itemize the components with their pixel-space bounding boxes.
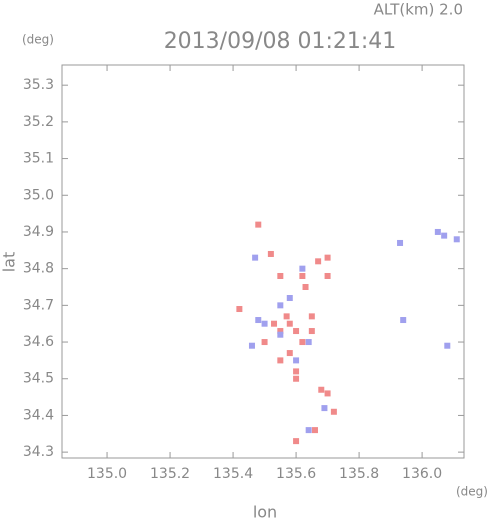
- echo-point: [255, 221, 262, 228]
- echo-point: [321, 405, 328, 412]
- echo-point: [324, 390, 331, 397]
- y-tick-label: 34.6: [23, 334, 54, 350]
- echo-point: [453, 236, 460, 243]
- echo-point: [286, 350, 293, 357]
- echo-point: [444, 342, 451, 349]
- echo-point: [299, 339, 306, 346]
- echo-point: [293, 357, 300, 364]
- echo-point: [277, 331, 284, 338]
- echo-point: [293, 438, 300, 445]
- echo-point: [299, 265, 306, 272]
- y-tick-label: 35.3: [23, 77, 54, 93]
- y-tick-label: 34.9: [23, 224, 54, 240]
- x-tick-label: 135.4: [213, 466, 253, 482]
- y-tick-label: 34.7: [23, 297, 54, 313]
- y-tick-label: 35.1: [23, 151, 54, 167]
- x-tick-label: 135.8: [339, 466, 379, 482]
- echo-point: [324, 272, 331, 279]
- echo-point: [267, 250, 274, 257]
- echo-point: [400, 317, 407, 324]
- echo-point: [236, 306, 243, 313]
- y-unit: (deg): [22, 33, 54, 47]
- chart-title: 2013/09/08 01:21:41: [164, 29, 397, 54]
- echo-point: [434, 228, 441, 235]
- echo-point: [293, 368, 300, 375]
- echo-point: [397, 239, 404, 246]
- plot-frame: [61, 64, 465, 459]
- y-tick-label: 34.3: [23, 444, 54, 460]
- y-axis-label: lat: [0, 252, 19, 273]
- echo-point: [308, 313, 315, 320]
- echo-point: [293, 328, 300, 335]
- echo-point: [252, 254, 259, 261]
- echo-point: [277, 272, 284, 279]
- x-tick-label: 136.0: [402, 466, 442, 482]
- echo-point: [277, 328, 284, 335]
- y-tick-label: 34.8: [23, 261, 54, 277]
- x-tick-label: 135.6: [276, 466, 316, 482]
- echo-point: [324, 254, 331, 261]
- x-unit: (deg): [456, 485, 488, 499]
- x-tick-label: 135.0: [87, 466, 127, 482]
- echo-point: [248, 342, 255, 349]
- echo-point: [305, 339, 312, 346]
- echo-point: [261, 320, 268, 327]
- echo-point: [441, 232, 448, 239]
- echo-point: [255, 317, 262, 324]
- echo-point: [311, 427, 318, 434]
- y-tick-label: 35.2: [23, 114, 54, 130]
- echo-point: [308, 328, 315, 335]
- altitude-label: ALT(km) 2.0: [374, 1, 463, 19]
- echo-point: [286, 295, 293, 302]
- echo-point: [305, 427, 312, 434]
- echo-point: [283, 313, 290, 320]
- echo-point: [293, 375, 300, 382]
- x-tick-label: 135.2: [150, 466, 190, 482]
- echo-point: [277, 357, 284, 364]
- y-tick-label: 34.5: [23, 371, 54, 387]
- echo-point: [318, 386, 325, 393]
- echo-point: [277, 302, 284, 309]
- echo-point: [261, 339, 268, 346]
- x-axis-label: lon: [253, 503, 277, 521]
- y-tick-label: 35.0: [23, 187, 54, 203]
- echo-point: [315, 258, 322, 265]
- echo-point: [271, 320, 278, 327]
- echo-point: [302, 284, 309, 291]
- echo-point: [330, 408, 337, 415]
- y-tick-label: 34.4: [23, 407, 54, 423]
- echo-point: [286, 320, 293, 327]
- echo-point: [299, 272, 306, 279]
